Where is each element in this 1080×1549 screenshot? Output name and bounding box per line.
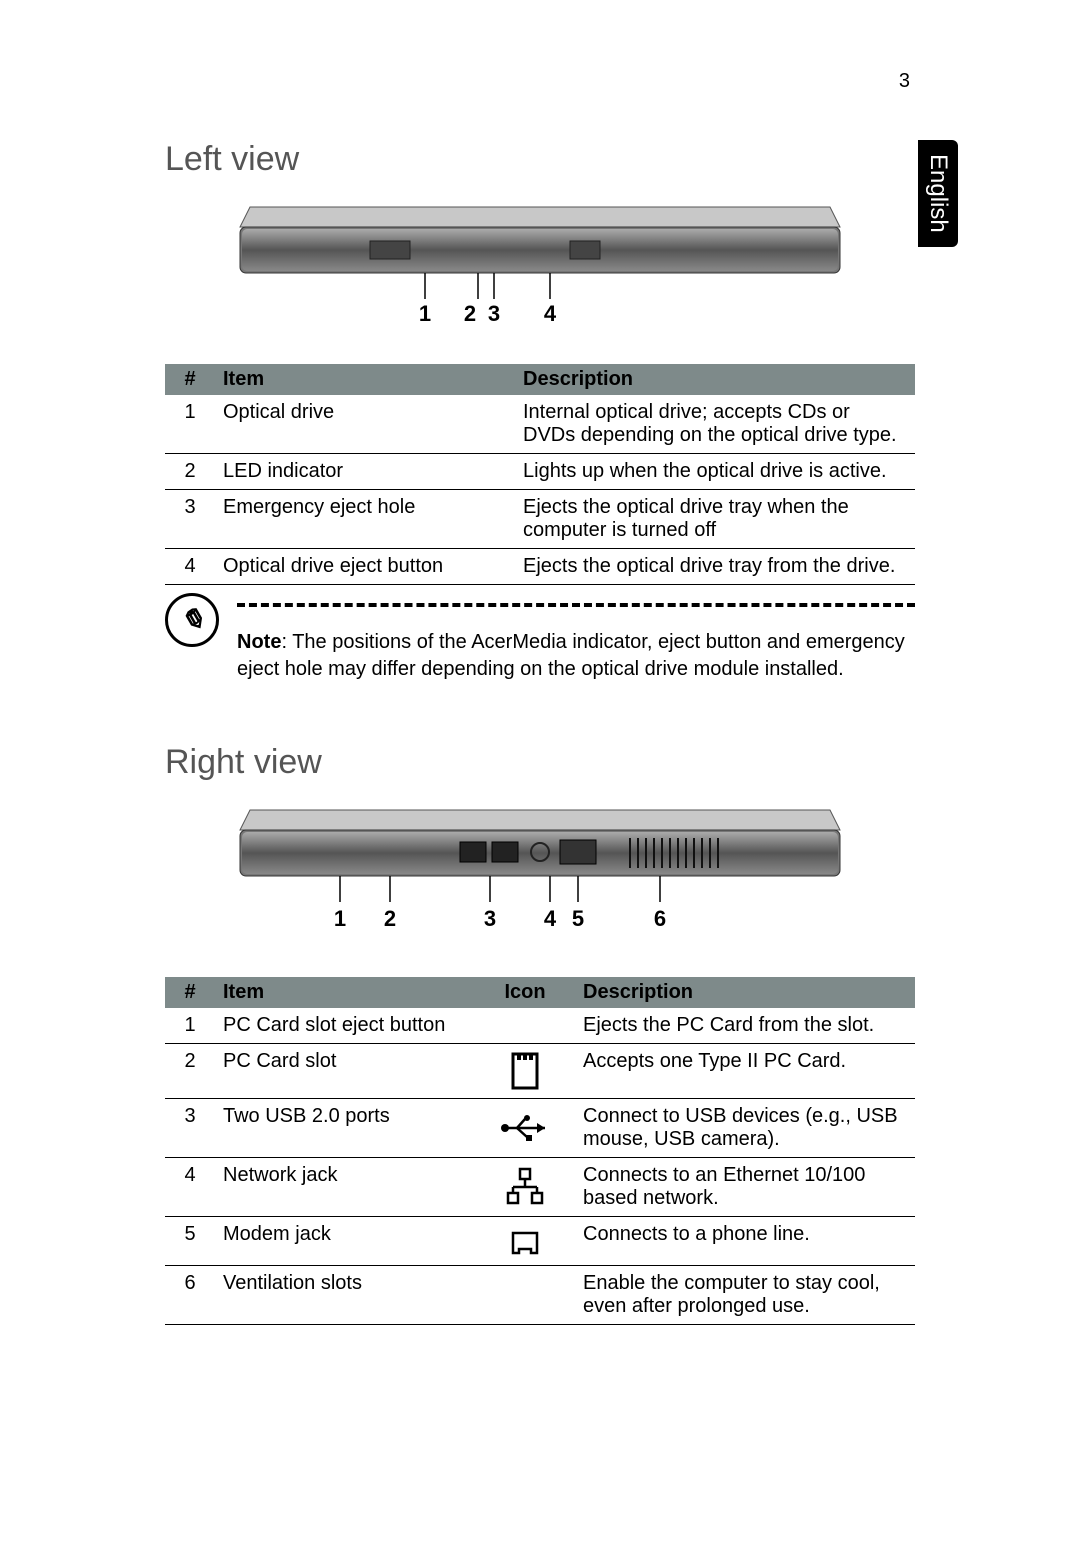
usb-icon [475,1099,575,1158]
cell-item: PC Card slot [215,1044,475,1099]
cell-item: Optical drive eject button [215,549,515,585]
cell-desc: Accepts one Type II PC Card. [575,1044,915,1099]
svg-text:1: 1 [334,906,346,931]
note-divider [237,603,915,607]
network-icon [475,1158,575,1217]
cell-num: 1 [165,1008,215,1044]
th-item: Item [215,364,515,395]
cell-desc: Enable the computer to stay cool, even a… [575,1266,915,1325]
left-view-table: # Item Description 1 Optical drive Inter… [165,364,915,585]
cell-item: Ventilation slots [215,1266,475,1325]
table-row: 5 Modem jack Connects to a phone line. [165,1217,915,1266]
table-row: 1 Optical drive Internal optical drive; … [165,395,915,454]
cell-icon [475,1008,575,1044]
cell-num: 2 [165,1044,215,1099]
cell-num: 3 [165,1099,215,1158]
right-view-table: # Item Icon Description 1 PC Card slot e… [165,977,915,1325]
left-callout-2: 2 [464,301,476,326]
cell-desc: Ejects the optical drive tray when the c… [515,490,915,549]
modem-icon [475,1217,575,1266]
cell-item: Two USB 2.0 ports [215,1099,475,1158]
note-icon: ✎ [165,593,219,647]
page-number: 3 [899,70,910,93]
cell-num: 4 [165,549,215,585]
svg-text:6: 6 [654,906,666,931]
th-num: # [165,364,215,395]
th-num: # [165,977,215,1008]
cell-num: 6 [165,1266,215,1325]
cell-icon [475,1266,575,1325]
table-row: 4 Network jack Connects to an Ethernet 1… [165,1158,915,1217]
note-text: Note: The positions of the AcerMedia ind… [237,629,915,683]
note-label: Note [237,631,281,653]
cell-num: 5 [165,1217,215,1266]
cell-num: 4 [165,1158,215,1217]
th-item: Item [215,977,475,1008]
th-icon: Icon [475,977,575,1008]
left-view-figure: 1 2 3 4 [165,199,915,354]
pccard-icon [475,1044,575,1099]
cell-desc: Internal optical drive; accepts CDs or D… [515,395,915,454]
cell-desc: Lights up when the optical drive is acti… [515,454,915,490]
svg-text:2: 2 [384,906,396,931]
table-row: 2 LED indicator Lights up when the optic… [165,454,915,490]
cell-item: Optical drive [215,395,515,454]
left-view-heading: Left view [165,140,915,179]
cell-item: Emergency eject hole [215,490,515,549]
svg-text:4: 4 [544,906,557,931]
language-tab: English [918,140,958,247]
cell-item: PC Card slot eject button [215,1008,475,1044]
table-row: 4 Optical drive eject button Ejects the … [165,549,915,585]
cell-num: 2 [165,454,215,490]
right-view-figure: 1 2 3 4 5 6 [165,802,915,967]
table-row: 6 Ventilation slots Enable the computer … [165,1266,915,1325]
cell-item: Modem jack [215,1217,475,1266]
cell-item: LED indicator [215,454,515,490]
table-row: 3 Emergency eject hole Ejects the optica… [165,490,915,549]
table-row: 2 PC Card slot Accepts one Type II PC Ca… [165,1044,915,1099]
th-desc: Description [575,977,915,1008]
note-block: ✎ Note: The positions of the AcerMedia i… [165,603,915,683]
cell-desc: Connect to USB devices (e.g., USB mouse,… [575,1099,915,1158]
cell-desc: Connects to a phone line. [575,1217,915,1266]
cell-desc: Connects to an Ethernet 10/100 based net… [575,1158,915,1217]
table-row: 1 PC Card slot eject button Ejects the P… [165,1008,915,1044]
left-callout-4: 4 [544,301,557,326]
cell-desc: Ejects the PC Card from the slot. [575,1008,915,1044]
left-callout-1: 1 [419,301,431,326]
left-callout-3: 3 [488,301,500,326]
cell-num: 3 [165,490,215,549]
th-desc: Description [515,364,915,395]
table-row: 3 Two USB 2.0 ports Connect to USB devic… [165,1099,915,1158]
cell-item: Network jack [215,1158,475,1217]
cell-desc: Ejects the optical drive tray from the d… [515,549,915,585]
note-body: : The positions of the AcerMedia indicat… [237,631,905,680]
cell-num: 1 [165,395,215,454]
svg-text:5: 5 [572,906,584,931]
right-view-heading: Right view [165,743,915,782]
svg-text:3: 3 [484,906,496,931]
